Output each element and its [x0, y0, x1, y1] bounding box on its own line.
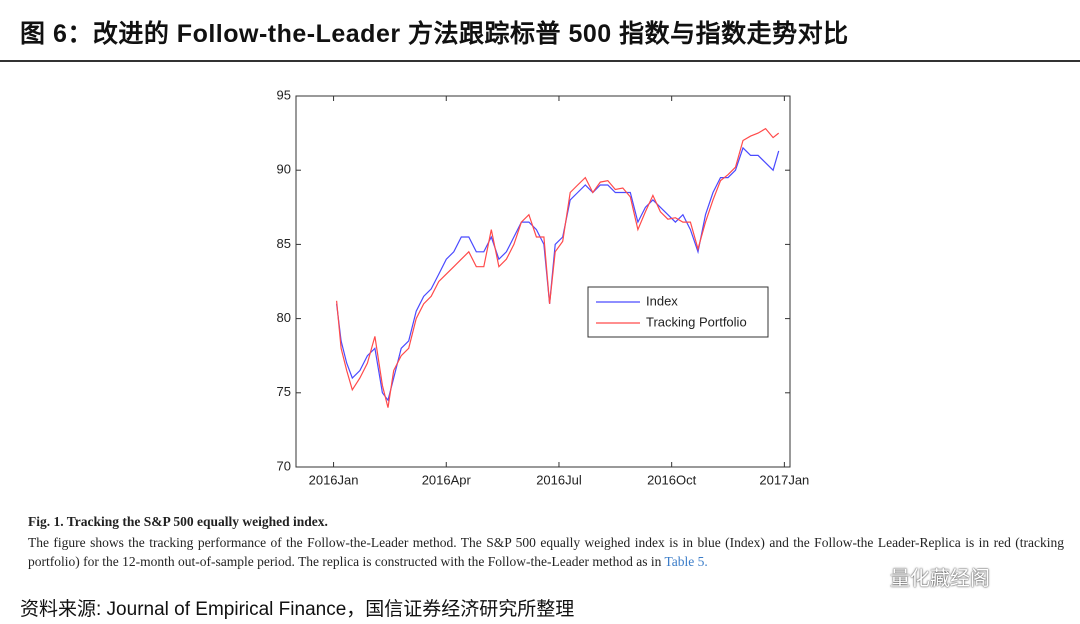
caption-body: The figure shows the tracking performanc…	[28, 533, 1064, 571]
y-tick-label: 85	[277, 236, 291, 251]
series-line	[336, 127, 780, 408]
caption-title: Fig. 1. Tracking the S&P 500 equally wei…	[28, 514, 328, 529]
caption: Fig. 1. Tracking the S&P 500 equally wei…	[28, 512, 1064, 571]
x-tick-label: 2016Jul	[536, 472, 582, 487]
y-tick-label: 95	[277, 87, 291, 102]
x-tick-label: 2016Apr	[422, 472, 472, 487]
plot-frame	[295, 95, 791, 468]
caption-link[interactable]: Table 5.	[664, 554, 708, 569]
header-rule	[0, 60, 1080, 62]
x-tick-label: 2016Oct	[647, 472, 697, 487]
source: 资料来源: Journal of Empirical Finance，国信证券经…	[20, 599, 575, 620]
caption-text: The figure shows the tracking performanc…	[28, 535, 1064, 569]
y-tick-label: 75	[277, 384, 291, 399]
watermark: 量化藏经阁	[890, 568, 990, 590]
x-tick-label: 2016Jan	[309, 472, 359, 487]
x-tick-label: 2017Jan	[759, 472, 809, 487]
page-title: 图 6：改进的 Follow-the-Leader 方法跟踪标普 500 指数与…	[20, 20, 849, 48]
legend-label: Index	[646, 293, 678, 308]
legend-box	[587, 286, 769, 338]
y-tick-label: 90	[277, 162, 291, 177]
legend-label: Tracking Portfolio	[646, 314, 747, 329]
y-tick-label: 80	[277, 310, 291, 325]
y-tick-label: 70	[277, 458, 291, 473]
